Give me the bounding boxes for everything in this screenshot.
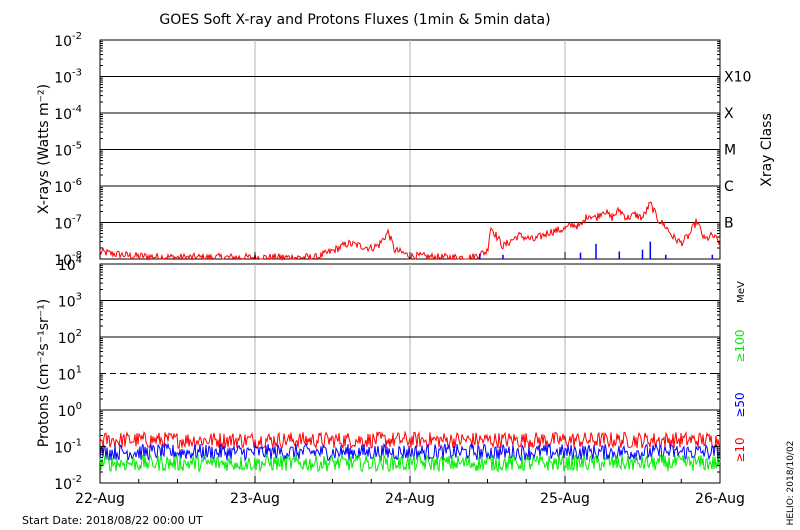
chart-title: GOES Soft X-ray and Protons Fluxes (1min… xyxy=(159,12,550,28)
xray-class-labels: X10 X M C B xyxy=(724,70,751,232)
xray-y-tick-label: 10-5 xyxy=(54,141,82,160)
xray-y-tick-label: 10-4 xyxy=(54,104,82,123)
proton-y-tick-label: 100 xyxy=(58,401,82,420)
xray-panel: 10-8 10-7 10-6 10-5 10-4 10-3 10-2 X10 X M C B X-r… xyxy=(36,31,775,269)
proton-y-tick-label: 10-2 xyxy=(54,474,82,493)
x-tick-label: 23-Aug xyxy=(230,491,280,507)
xray-class-label: M xyxy=(724,143,736,159)
xray-y-ticks: 10-8 10-7 10-6 10-5 10-4 10-3 10-2 xyxy=(54,31,720,269)
proton-series-line-0 xyxy=(99,430,721,450)
proton-series xyxy=(99,430,721,474)
proton-y-tick-label: 102 xyxy=(58,328,82,347)
start-date-label: Start Date: 2018/08/22 00:00 UT xyxy=(22,514,203,527)
xray-class-axis-title: Xray Class xyxy=(759,113,775,187)
proton-energy-label: ≥100 xyxy=(733,330,747,363)
xray-y-tick-label: 10-6 xyxy=(54,177,82,196)
proton-y-label: Protons (cm⁻²s⁻¹sr⁻¹) xyxy=(36,299,52,448)
xray-y-tick-label: 10-7 xyxy=(54,214,82,233)
xray-grid xyxy=(100,40,720,259)
proton-y-tick-label: 103 xyxy=(58,292,82,311)
proton-energy-label: ≥10 xyxy=(733,437,747,462)
x-tick-label: 24-Aug xyxy=(385,491,435,507)
xray-y-tick-label: 10-3 xyxy=(54,68,82,87)
xray-class-label: X10 xyxy=(724,70,751,86)
x-tick-label: 22-Aug xyxy=(75,491,125,507)
xray-class-label: C xyxy=(724,179,734,195)
x-tick-label: 25-Aug xyxy=(540,491,590,507)
proton-y-ticks: 10-2 10-1 100 101 102 103 104 xyxy=(54,255,720,493)
proton-unit-label: MeV xyxy=(736,281,747,303)
proton-panel: 10-2 10-1 100 101 102 103 104 ≥10 ≥50 ≥100 Proto… xyxy=(36,255,747,493)
xray-y-label: X-rays (Watts m⁻²) xyxy=(36,84,52,214)
proton-series-line-2 xyxy=(99,453,721,474)
proton-energy-label: ≥50 xyxy=(733,392,747,417)
proton-grid xyxy=(100,264,720,483)
proton-y-tick-label: 104 xyxy=(58,255,82,274)
proton-energy-labels: ≥10 ≥50 ≥100 xyxy=(733,330,747,463)
proton-y-tick-label: 10-1 xyxy=(54,438,82,457)
xray-y-tick-label: 10-2 xyxy=(54,31,82,50)
x-axis: 22-Aug 23-Aug 24-Aug 25-Aug 26-Aug xyxy=(75,252,745,507)
helio-date-label: HELIO: 2018/10/02 xyxy=(786,441,796,526)
x-tick-label: 26-Aug xyxy=(695,491,745,507)
proton-y-tick-label: 101 xyxy=(58,365,82,384)
xray-class-label: X xyxy=(724,106,734,122)
xray-y-tick-label: 10-8 xyxy=(54,250,82,269)
xray-short-channel-line xyxy=(479,241,714,259)
xray-class-label: B xyxy=(724,216,734,232)
